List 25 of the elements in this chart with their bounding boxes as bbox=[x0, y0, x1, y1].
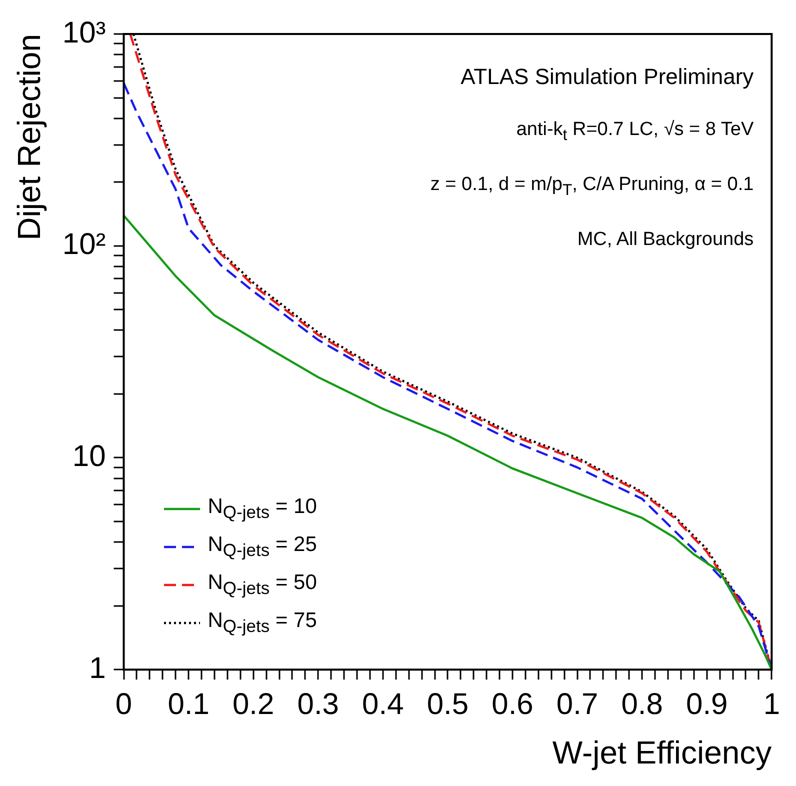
x-tick-label: 0 bbox=[115, 688, 132, 721]
x-tick-label: 0.5 bbox=[426, 688, 469, 721]
y-tick-label: 10 bbox=[72, 440, 106, 473]
annotation: z = 0.1, d = m/p$_{T}$, C/A Pruning, α = 0.1 bbox=[430, 174, 754, 200]
x-axis-title: W-jet Efficiency bbox=[552, 734, 772, 771]
y-axis-title: Dijet Rejection bbox=[11, 34, 48, 240]
legend-label: N$_{Q-jets}$ = 50 bbox=[208, 570, 317, 599]
x-tick-label: 0.1 bbox=[168, 688, 210, 721]
x-tick-label: 0.2 bbox=[232, 688, 274, 721]
x-tick-label: 1 bbox=[763, 688, 780, 721]
legend-label: N$_{Q-jets}$ = 75 bbox=[208, 608, 317, 637]
legend-label: N$_{Q-jets}$ = 25 bbox=[208, 532, 317, 561]
y-tick-label: 1 bbox=[89, 652, 106, 685]
x-tick-label: 0.3 bbox=[297, 688, 339, 721]
x-tick-label: 0.8 bbox=[621, 688, 663, 721]
x-tick-label: 0.4 bbox=[362, 688, 404, 721]
x-tick-label: 0.9 bbox=[686, 688, 728, 721]
x-tick-label: 0.7 bbox=[556, 688, 598, 721]
annotation: MC, All Backgrounds bbox=[577, 229, 754, 251]
annotation: anti-k$_{t}$ R=0.7 LC, √s = 8 TeV bbox=[516, 119, 754, 145]
x-tick-label: 0.6 bbox=[492, 688, 534, 721]
legend-label: N$_{Q-jets}$ = 10 bbox=[208, 494, 317, 523]
y-tick-label: 10³ bbox=[62, 16, 106, 50]
y-tick-label: 10² bbox=[62, 228, 106, 262]
annotation: ATLAS Simulation Preliminary bbox=[460, 64, 754, 90]
